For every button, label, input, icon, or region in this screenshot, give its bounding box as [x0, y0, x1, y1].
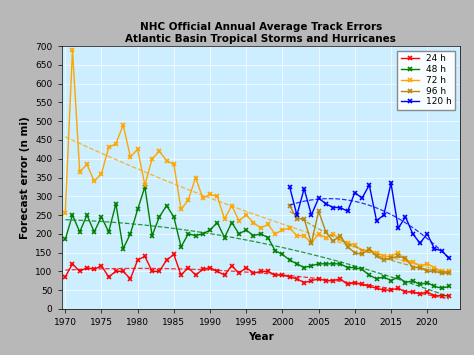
120 h [402, 215, 408, 219]
72 h [330, 232, 336, 236]
96 h [446, 271, 452, 275]
24 h [280, 273, 285, 277]
72 h [214, 194, 220, 198]
120 h [352, 190, 358, 195]
120 h [366, 183, 372, 187]
72 h [280, 228, 285, 232]
96 h [359, 252, 365, 257]
96 h [395, 254, 401, 258]
120 h [323, 202, 328, 206]
X-axis label: Year: Year [248, 332, 273, 343]
96 h [388, 256, 394, 260]
120 h [395, 226, 401, 230]
48 h [294, 262, 300, 266]
72 h [63, 211, 68, 215]
72 h [70, 48, 75, 52]
48 h [301, 266, 307, 270]
120 h [287, 185, 292, 189]
24 h [63, 275, 68, 279]
96 h [402, 256, 408, 260]
Title: NHC Official Annual Average Track Errors
Atlantic Basin Tropical Storms and Hurr: NHC Official Annual Average Track Errors… [125, 22, 396, 44]
96 h [432, 269, 438, 273]
96 h [417, 266, 423, 270]
96 h [366, 247, 372, 251]
Legend: 24 h, 48 h, 72 h, 96 h, 120 h: 24 h, 48 h, 72 h, 96 h, 120 h [397, 51, 455, 110]
Y-axis label: Forecast error (n mi): Forecast error (n mi) [20, 116, 30, 239]
96 h [294, 217, 300, 221]
96 h [410, 266, 416, 270]
96 h [287, 203, 292, 208]
24 h [294, 277, 300, 281]
96 h [323, 230, 328, 234]
96 h [330, 239, 336, 244]
24 h [432, 294, 438, 298]
72 h [301, 234, 307, 238]
120 h [417, 241, 423, 245]
120 h [432, 247, 438, 251]
96 h [352, 250, 358, 255]
120 h [410, 232, 416, 236]
96 h [345, 245, 350, 249]
24 h [214, 269, 220, 273]
96 h [301, 217, 307, 221]
48 h [63, 237, 68, 241]
120 h [439, 248, 445, 253]
24 h [171, 252, 177, 257]
96 h [309, 241, 314, 245]
120 h [345, 209, 350, 213]
72 h [439, 269, 445, 273]
48 h [128, 232, 133, 236]
96 h [337, 234, 343, 238]
96 h [381, 258, 387, 262]
120 h [374, 219, 379, 223]
24 h [301, 280, 307, 285]
120 h [359, 196, 365, 200]
Line: 24 h: 24 h [63, 252, 451, 298]
96 h [439, 271, 445, 275]
48 h [142, 185, 148, 189]
120 h [309, 213, 314, 217]
96 h [374, 254, 379, 258]
96 h [316, 209, 321, 213]
24 h [128, 277, 133, 281]
120 h [446, 256, 452, 260]
24 h [330, 279, 336, 283]
48 h [439, 286, 445, 290]
48 h [214, 220, 220, 225]
48 h [446, 284, 452, 289]
120 h [388, 181, 394, 185]
Line: 48 h: 48 h [63, 185, 451, 291]
120 h [316, 196, 321, 200]
72 h [294, 234, 300, 238]
48 h [330, 262, 336, 266]
Line: 120 h: 120 h [287, 181, 451, 261]
120 h [301, 187, 307, 191]
48 h [280, 252, 285, 257]
120 h [294, 213, 300, 217]
72 h [446, 269, 452, 273]
72 h [135, 147, 140, 152]
120 h [381, 213, 387, 217]
120 h [337, 206, 343, 210]
Line: 72 h: 72 h [63, 48, 451, 274]
120 h [424, 232, 430, 236]
Line: 96 h: 96 h [287, 203, 451, 275]
120 h [330, 206, 336, 210]
24 h [446, 294, 452, 298]
96 h [424, 269, 430, 273]
